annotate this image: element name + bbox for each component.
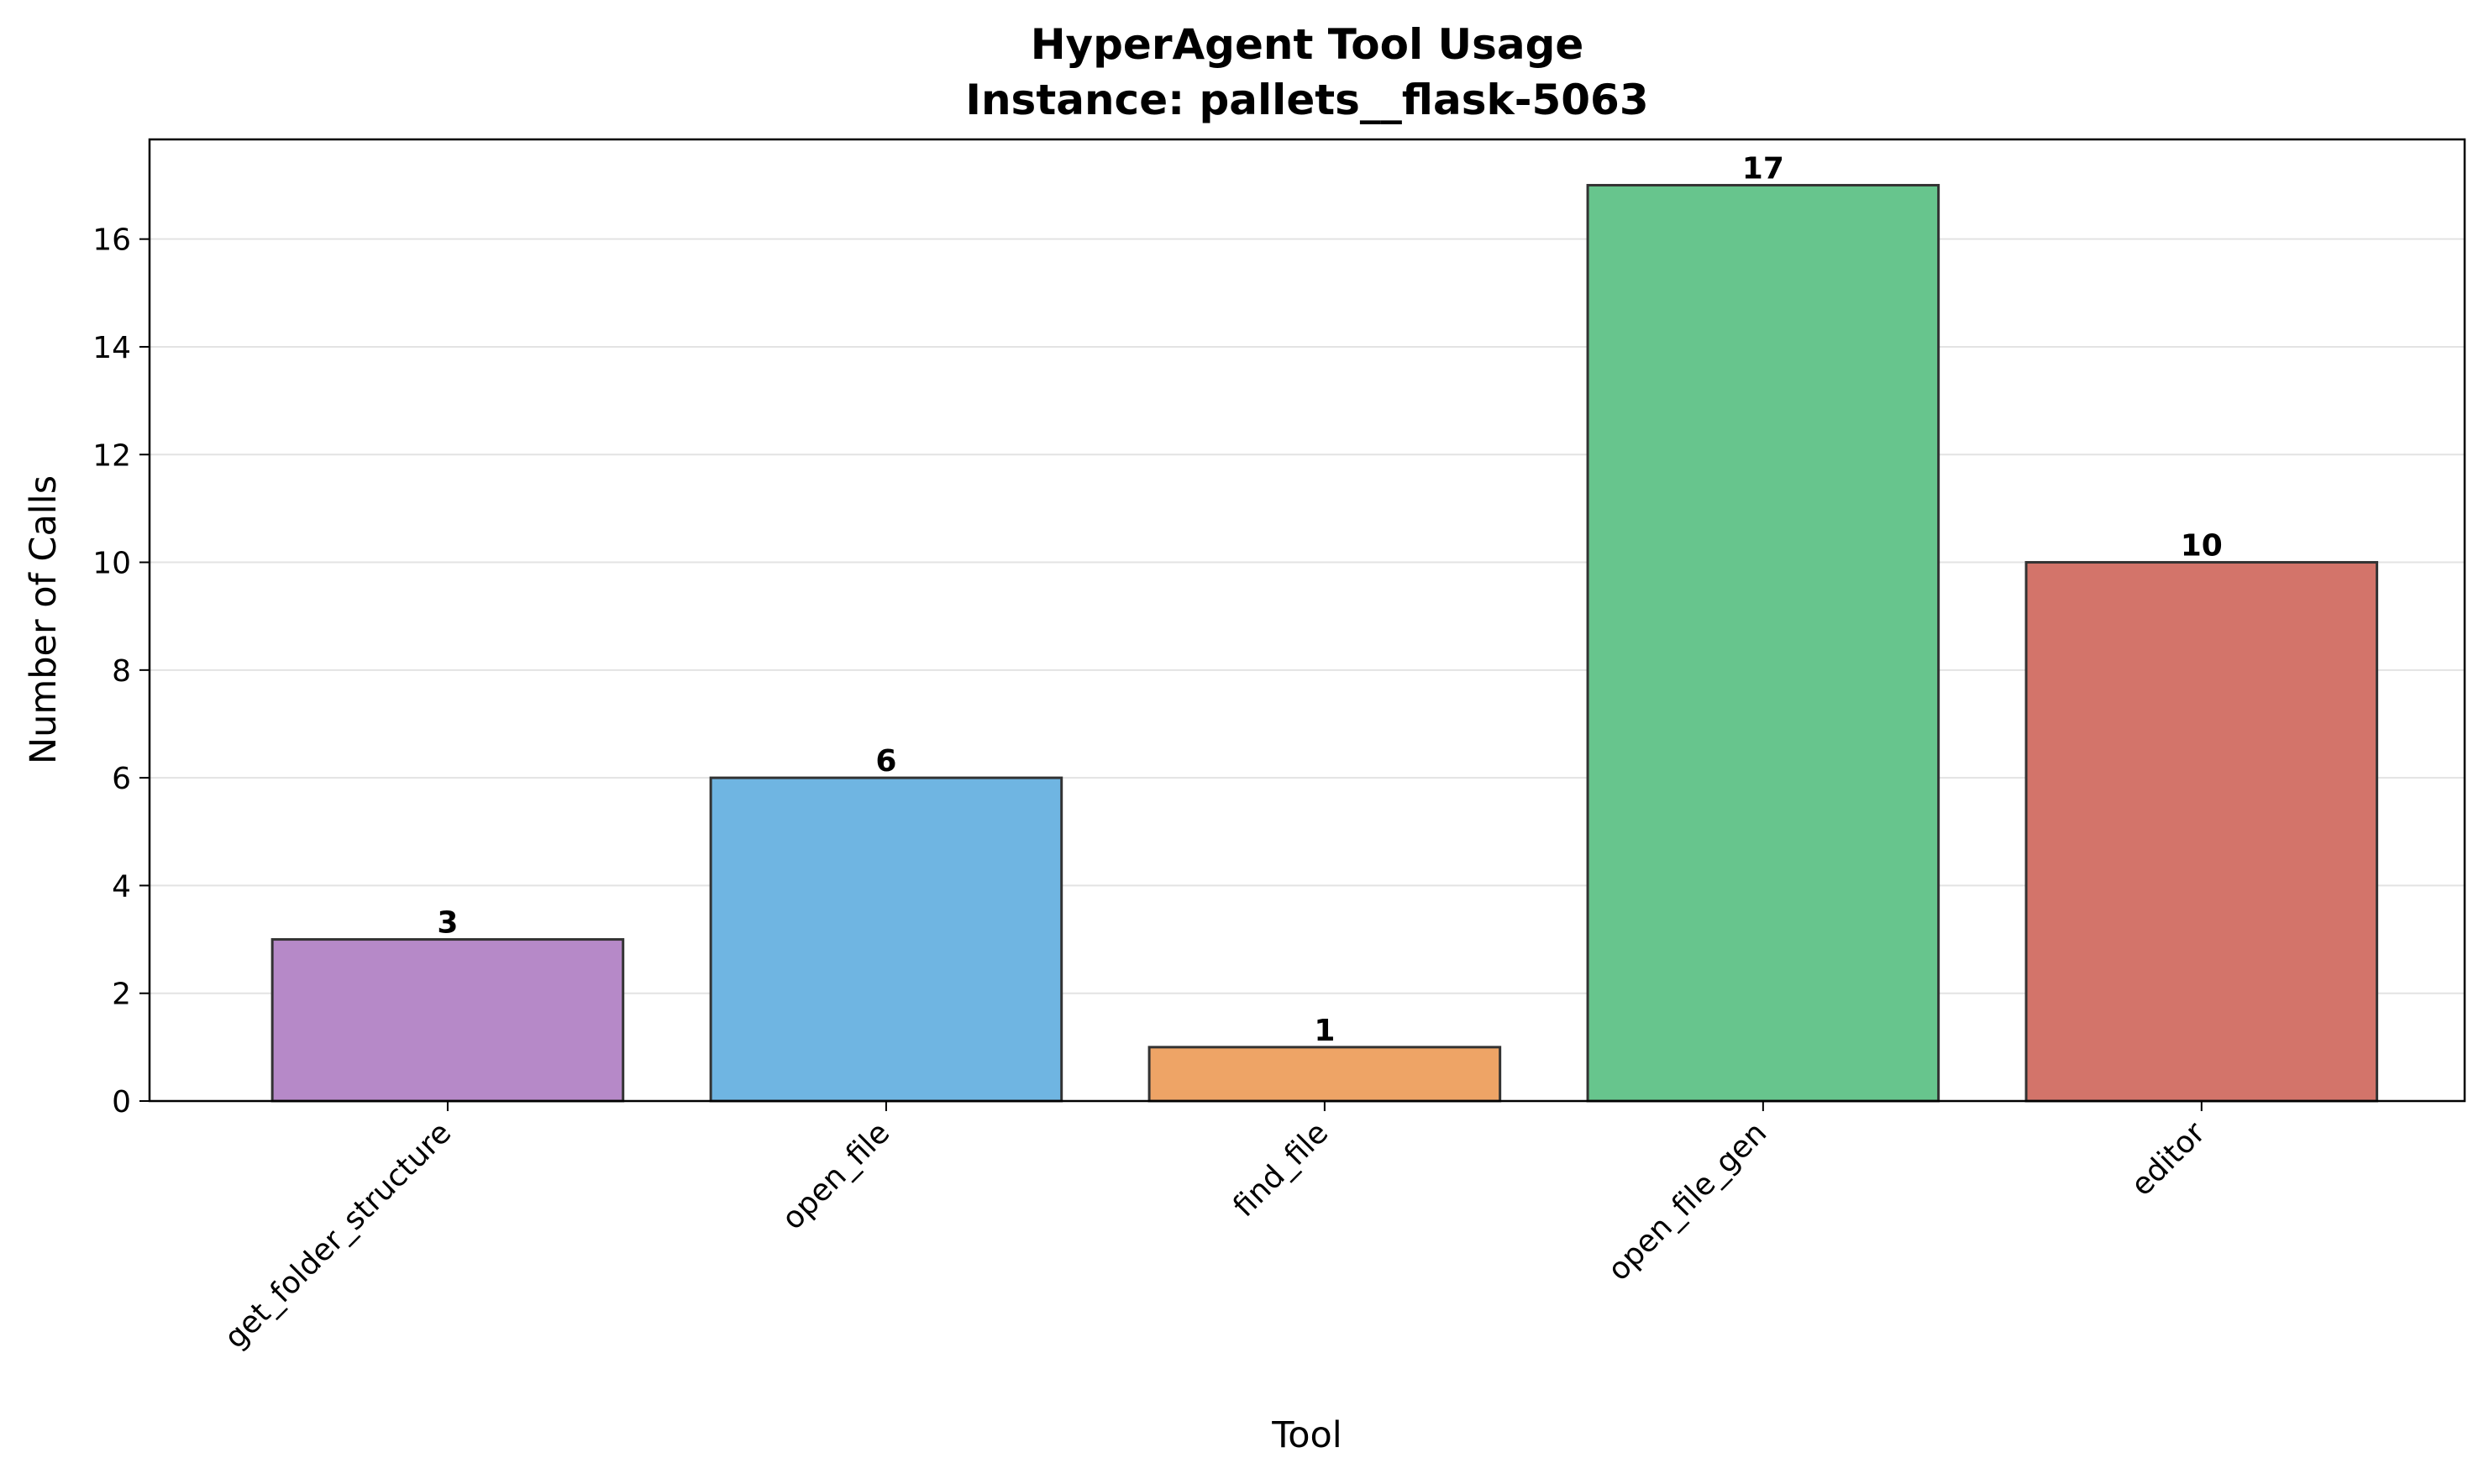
y-axis-label: Number of Calls [23, 475, 65, 764]
y-tick-label: 12 [92, 438, 131, 473]
y-tick-label: 0 [112, 1085, 131, 1120]
data-label: 6 [875, 744, 896, 779]
bar-find-file [1147, 1046, 1502, 1103]
y-tick-label: 10 [92, 547, 131, 581]
data-label: 10 [2181, 529, 2223, 564]
bar-open-file-gen [1586, 184, 1940, 1103]
y-tick-label: 6 [112, 762, 131, 796]
bar-open-file [709, 776, 1063, 1103]
y-tick-label: 14 [92, 331, 131, 365]
data-label: 3 [437, 906, 458, 941]
data-label: 17 [1742, 152, 1784, 186]
chart-subtitle: Instance: pallets__flask-5063 [965, 76, 1648, 124]
plot-frame [148, 138, 2466, 1103]
chart-title: HyperAgent Tool Usage [1031, 20, 1584, 69]
axes [139, 138, 2466, 1111]
bar-get-folder-structure [270, 938, 625, 1103]
y-tick-label: 16 [92, 223, 131, 258]
x-axis-label: Tool [1271, 1414, 1342, 1456]
y-tick-label: 8 [112, 654, 131, 689]
data-label: 1 [1314, 1014, 1335, 1048]
y-tick-label: 4 [112, 869, 131, 904]
bar-editor [2024, 561, 2379, 1103]
y-tick-label: 2 [112, 978, 131, 1012]
bars [270, 184, 2379, 1103]
